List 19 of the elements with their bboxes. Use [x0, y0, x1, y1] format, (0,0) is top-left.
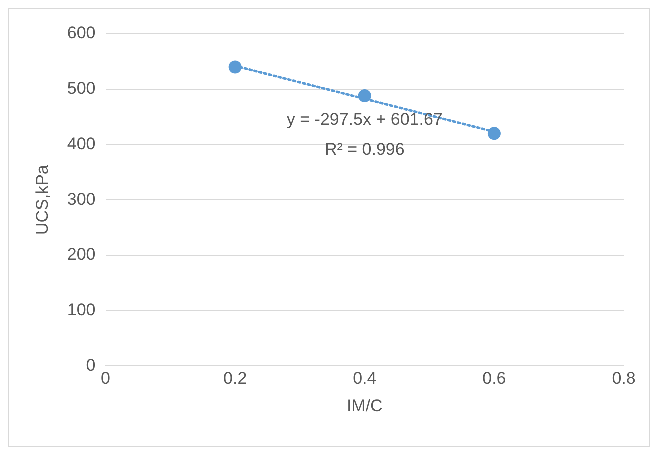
x-axis-title: IM/C [346, 396, 383, 416]
x-tick-label: 0.6 [482, 369, 506, 388]
y-tick-label: 500 [67, 79, 96, 98]
x-tick-label: 0.4 [353, 369, 377, 388]
y-tick-label: 400 [67, 134, 96, 154]
point [358, 90, 372, 103]
x-tick-label: 0 [101, 369, 110, 388]
annotation: R² = 0.996 [324, 140, 405, 159]
point [228, 60, 242, 74]
y-axis-title: UCS,kPa [32, 164, 52, 236]
y-tick-label: 600 [67, 24, 96, 43]
x-tick-label: 0.2 [224, 369, 248, 388]
y-tick-label: 300 [67, 190, 96, 209]
y-tick-label: 0 [86, 356, 96, 375]
y-tick-label: 100 [67, 300, 96, 320]
y-tick-label: 200 [67, 245, 96, 264]
annotation: y = -297.5x + 601.67 [286, 110, 443, 130]
point [488, 127, 501, 140]
x-tick-label: 0.8 [612, 369, 636, 388]
